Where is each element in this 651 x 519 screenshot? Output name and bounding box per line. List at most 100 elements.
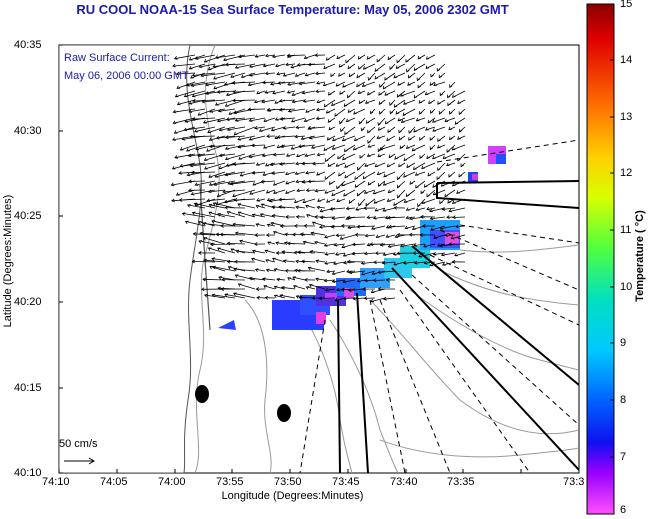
current-arrow-head: [369, 242, 373, 247]
current-arrow-head: [324, 287, 329, 292]
colorbar-tick-label: 6: [620, 504, 627, 516]
current-arrow-head: [351, 251, 356, 256]
current-arrow-head: [185, 83, 190, 87]
y-axis-label: Latitude (Degrees:Minutes): [2, 194, 14, 328]
current-arrow: [200, 72, 226, 77]
current-arrow-head: [323, 65, 327, 70]
current-arrow-head: [444, 118, 449, 122]
current-arrow-head: [452, 94, 456, 98]
current-arrow-head: [208, 189, 212, 194]
current-arrow-head: [396, 93, 401, 98]
current-arrow-head: [385, 225, 390, 229]
current-arrow-head: [277, 81, 282, 85]
current-arrow-head: [282, 73, 287, 77]
current-arrow: [256, 297, 266, 299]
current-arrow: [365, 99, 376, 104]
x-tick-label: 74:05: [100, 476, 128, 488]
current-arrow-head: [213, 85, 217, 90]
current-arrow-head: [302, 240, 307, 245]
x-tick-label: 73:55: [216, 476, 244, 488]
current-arrow-head: [201, 99, 206, 104]
current-arrow-head: [420, 190, 424, 195]
current-arrow-head: [295, 295, 300, 299]
current-arrow-head: [206, 148, 210, 152]
current-arrow-head: [188, 57, 193, 61]
current-arrow-head: [334, 252, 339, 256]
current-arrow: [215, 54, 236, 59]
current-arrow: [227, 243, 246, 245]
current-arrow: [416, 207, 426, 211]
current-arrow-head: [211, 220, 216, 224]
current-arrow: [292, 99, 306, 103]
current-arrow-head: [449, 136, 453, 141]
current-arrow-head: [224, 172, 229, 177]
current-arrow: [281, 286, 296, 290]
current-arrow: [330, 207, 346, 210]
current-arrow-head: [258, 128, 263, 132]
colorbar-tick-label: 11: [620, 224, 632, 236]
current-arrow-head: [344, 164, 348, 168]
current-arrow-head: [303, 224, 308, 228]
current-arrow-head: [176, 101, 181, 106]
current-arrow: [175, 90, 196, 98]
current-arrow-head: [209, 242, 214, 247]
current-arrow-head: [362, 66, 367, 70]
current-arrow: [263, 117, 276, 122]
current-arrow: [336, 288, 346, 291]
current-arrow-head: [385, 278, 390, 282]
current-arrow: [173, 108, 196, 113]
current-arrow: [301, 135, 316, 140]
current-arrow-head: [247, 107, 252, 112]
current-arrow-head: [202, 120, 207, 124]
current-arrow: [197, 153, 216, 157]
current-arrow-head: [432, 119, 436, 123]
current-arrow: [371, 288, 386, 293]
current-arrow: [227, 211, 246, 218]
current-arrow: [400, 90, 416, 97]
current-arrow: [383, 171, 396, 178]
current-arrow: [393, 72, 406, 79]
current-arrow-head: [312, 161, 316, 166]
current-arrow-head: [441, 207, 446, 211]
current-arrow-head: [202, 222, 207, 226]
current-arrow: [223, 54, 246, 61]
current-arrow: [263, 63, 276, 67]
current-arrow-head: [358, 66, 362, 70]
current-arrow-head: [211, 257, 215, 262]
current-arrow-head: [214, 55, 219, 59]
current-arrow-head: [339, 91, 343, 95]
current-arrow-head: [366, 153, 371, 157]
y-tick-label: 40:30: [14, 125, 42, 137]
current-arrow-head: [200, 287, 205, 292]
current-arrow-head: [372, 190, 377, 195]
current-arrow-head: [316, 205, 321, 210]
current-arrow: [325, 252, 336, 255]
current-arrow-head: [279, 116, 284, 121]
current-arrow-head: [377, 183, 382, 187]
current-arrow-head: [172, 120, 177, 124]
current-arrow-head: [400, 243, 404, 248]
current-arrow-head: [459, 128, 463, 133]
current-arrow-head: [208, 137, 213, 141]
current-arrow: [373, 216, 386, 219]
current-arrow: [331, 99, 346, 106]
current-arrow: [324, 279, 336, 282]
current-arrow-head: [437, 138, 441, 142]
current-arrow: [363, 171, 376, 180]
current-arrow: [344, 126, 356, 135]
current-arrow-head: [379, 242, 384, 247]
current-arrow: [311, 144, 326, 149]
current-arrow-head: [415, 207, 420, 211]
current-arrow: [341, 288, 356, 291]
current-arrow: [291, 117, 306, 123]
current-arrow-head: [194, 182, 199, 186]
current-arrow-head: [198, 221, 202, 225]
current-arrow-head: [307, 62, 312, 67]
current-arrow: [279, 99, 296, 102]
current-arrow-head: [367, 144, 372, 148]
current-arrow-head: [172, 109, 177, 114]
current-arrow-head: [226, 211, 231, 215]
current-arrow-head: [198, 240, 202, 244]
current-arrow: [186, 144, 206, 152]
current-arrow: [235, 232, 256, 236]
